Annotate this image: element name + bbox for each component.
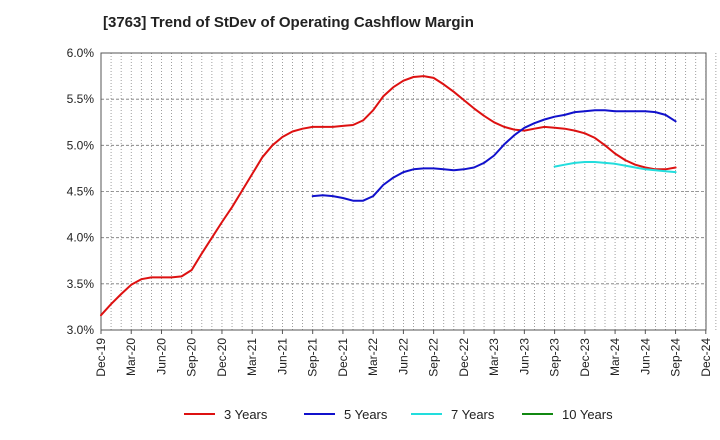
x-tick-label: Dec-24 — [699, 338, 713, 377]
x-tick-label: Dec-21 — [336, 338, 350, 377]
series-lines — [100, 75, 677, 317]
x-tick-label: Sep-23 — [548, 338, 562, 377]
x-tick-label: Sep-24 — [669, 338, 683, 377]
y-tick-label: 4.0% — [67, 231, 95, 245]
x-tick-label: Jun-22 — [396, 338, 410, 375]
x-axis-ticks: Dec-19 Mar-20 Jun-20 Sep-20 Dec-20 Mar-21 Jun-… — [94, 330, 713, 377]
y-tick-label: 5.5% — [67, 92, 95, 106]
x-tick-label: Mar-23 — [487, 338, 501, 376]
x-tick-label: Jun-21 — [275, 338, 289, 375]
x-tick-label: Dec-20 — [215, 338, 229, 377]
series-line-7-years — [553, 161, 677, 174]
x-tick-label: Jun-23 — [517, 338, 531, 375]
series-line-3-years — [100, 75, 677, 317]
y-tick-label: 5.0% — [67, 138, 95, 152]
x-tick-label: Dec-19 — [94, 338, 108, 377]
legend: 3 Years 5 Years 7 Years 10 Years — [184, 407, 613, 422]
x-tick-label: Jun-20 — [154, 338, 168, 375]
legend-label: 5 Years — [344, 407, 388, 422]
chart-title: [3763] Trend of StDev of Operating Cashf… — [103, 14, 474, 31]
x-tick-label: Sep-20 — [185, 338, 199, 377]
y-tick-label: 3.5% — [67, 277, 95, 291]
x-tick-label: Jun-24 — [638, 338, 652, 375]
y-tick-label: 3.0% — [67, 323, 95, 337]
x-tick-label: Mar-20 — [124, 338, 138, 376]
x-tick-label: Mar-21 — [245, 338, 259, 376]
legend-label: 7 Years — [451, 407, 495, 422]
x-tick-label: Dec-23 — [578, 338, 592, 377]
x-tick-label: Dec-22 — [457, 338, 471, 377]
y-tick-label: 6.0% — [67, 46, 95, 60]
grid — [100, 52, 717, 331]
x-tick-label: Mar-24 — [608, 338, 622, 376]
x-tick-label: Sep-22 — [427, 338, 441, 377]
x-tick-label: Mar-22 — [366, 338, 380, 376]
x-tick-label: Sep-21 — [306, 338, 320, 377]
y-axis-ticks: 3.0% 3.5% 4.0% 4.5% 5.0% 5.5% 6.0% — [67, 46, 95, 337]
y-tick-label: 4.5% — [67, 185, 95, 199]
legend-label: 10 Years — [562, 407, 613, 422]
series-line-5-years — [311, 109, 677, 202]
legend-label: 3 Years — [224, 407, 268, 422]
